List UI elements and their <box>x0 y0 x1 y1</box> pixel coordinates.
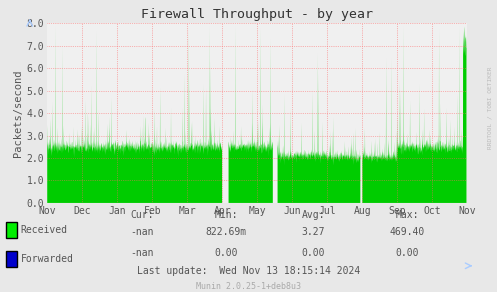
Text: -nan: -nan <box>130 227 154 237</box>
Text: Cur:: Cur: <box>130 210 154 220</box>
Text: Munin 2.0.25-1+deb8u3: Munin 2.0.25-1+deb8u3 <box>196 282 301 291</box>
Text: -nan: -nan <box>130 248 154 258</box>
Text: Last update:  Wed Nov 13 18:15:14 2024: Last update: Wed Nov 13 18:15:14 2024 <box>137 267 360 277</box>
Text: Forwarded: Forwarded <box>21 254 74 264</box>
Text: 0.00: 0.00 <box>396 248 419 258</box>
Text: Max:: Max: <box>396 210 419 220</box>
Text: Avg:: Avg: <box>301 210 325 220</box>
Text: 469.40: 469.40 <box>390 227 425 237</box>
Title: Firewall Throughput - by year: Firewall Throughput - by year <box>141 8 373 21</box>
Text: 0.00: 0.00 <box>214 248 238 258</box>
Text: 822.69m: 822.69m <box>206 227 247 237</box>
Text: RRDTOOL / TOBI OETIKER: RRDTOOL / TOBI OETIKER <box>487 67 492 149</box>
Text: Received: Received <box>21 225 68 235</box>
Text: Min:: Min: <box>214 210 238 220</box>
Text: 3.27: 3.27 <box>301 227 325 237</box>
Text: 0.00: 0.00 <box>301 248 325 258</box>
Y-axis label: Packets/second: Packets/second <box>12 69 23 157</box>
